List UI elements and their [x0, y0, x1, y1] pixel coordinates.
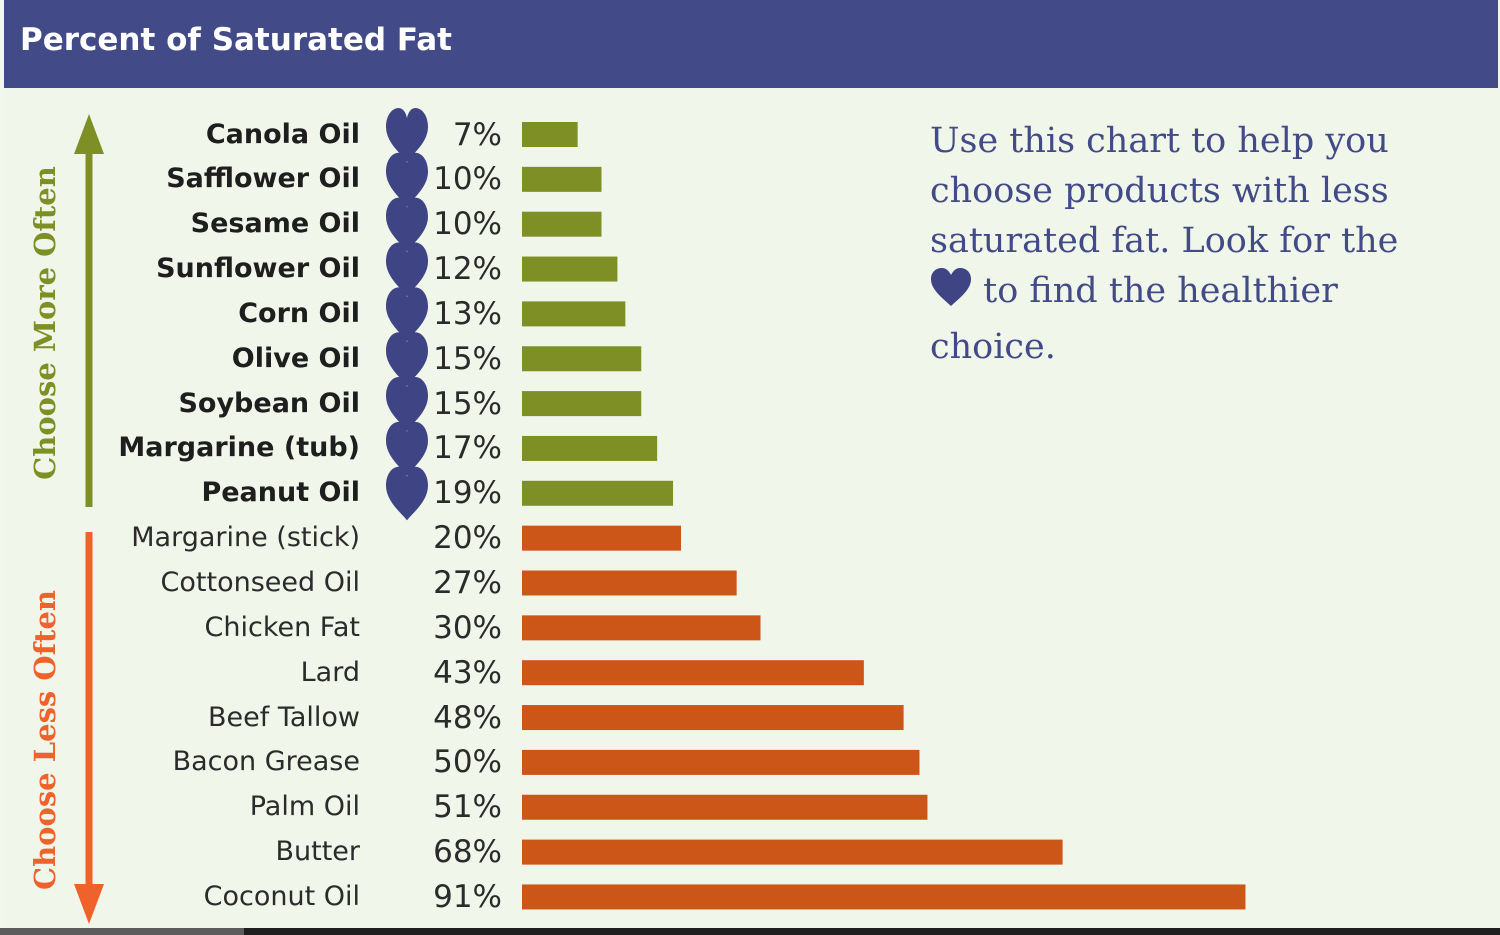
- bar: [522, 749, 920, 775]
- bar: [522, 525, 681, 551]
- value-label: 50%: [433, 744, 502, 781]
- bar: [522, 480, 674, 506]
- note-text: Use this chart to help you choose produc…: [930, 121, 1399, 261]
- category-label: Cottonseed Oil: [160, 567, 360, 598]
- value-label: 27%: [433, 565, 502, 601]
- value-label: 10%: [433, 161, 502, 198]
- category-label: Lard: [300, 656, 360, 688]
- value-label: 15%: [433, 385, 502, 422]
- value-label: 12%: [433, 251, 502, 288]
- choose-more-often-label: Choose More Often: [28, 166, 62, 480]
- bar: [522, 166, 602, 192]
- value-label: 10%: [433, 206, 502, 243]
- bar: [522, 839, 1063, 865]
- value-label: 17%: [433, 430, 502, 467]
- bar: [522, 346, 642, 372]
- category-label: Sunflower Oil: [156, 253, 360, 285]
- page-title: Percent of Saturated Fat: [20, 22, 452, 58]
- heart-icon: [386, 287, 428, 341]
- category-label: Margarine (stick): [131, 522, 360, 554]
- header-bar: Percent of Saturated Fat: [4, 0, 1498, 88]
- value-label: 91%: [433, 878, 502, 915]
- bar: [522, 570, 737, 596]
- bar: [522, 660, 864, 686]
- heart-icon: [386, 242, 428, 297]
- category-label: Bacon Grease: [172, 746, 360, 778]
- value-label: 19%: [433, 475, 502, 512]
- value-label: 7%: [452, 116, 502, 153]
- choose-less-often-label: Choose Less Often: [28, 590, 62, 890]
- heart-icon: [386, 152, 428, 207]
- category-label: Butter: [275, 836, 360, 868]
- heart-icon: [386, 377, 428, 431]
- bar: [522, 391, 642, 417]
- value-label: 68%: [433, 834, 502, 871]
- heart-icon: [386, 107, 428, 162]
- category-label: Canola Oil: [205, 118, 360, 150]
- category-label: Coconut Oil: [203, 880, 360, 912]
- value-label: 13%: [433, 295, 502, 332]
- bottom-strip: [0, 928, 1500, 935]
- heart-icon: [930, 268, 972, 322]
- value-label: 20%: [433, 520, 502, 557]
- bar: [522, 256, 618, 282]
- bar: [522, 705, 904, 731]
- bar: [522, 435, 658, 461]
- category-label: Chicken Fat: [204, 611, 360, 643]
- bar: [522, 794, 928, 820]
- category-label: Peanut Oil: [201, 477, 360, 509]
- value-label: 51%: [433, 789, 502, 826]
- bar: [522, 301, 626, 327]
- up-arrow-icon: [74, 114, 104, 154]
- bar: [522, 122, 578, 147]
- heart-icon: [386, 466, 428, 521]
- value-label: 43%: [433, 654, 502, 691]
- category-label: Sesame Oil: [190, 208, 360, 240]
- bar: [522, 211, 602, 237]
- chart-note: Use this chart to help you choose produc…: [930, 116, 1450, 372]
- bottom-strip-left: [0, 928, 244, 935]
- value-label: 30%: [433, 609, 502, 646]
- value-label: 15%: [433, 340, 502, 377]
- down-arrow-icon: [74, 884, 104, 924]
- category-label: Margarine (tub): [118, 432, 360, 464]
- category-label: Palm Oil: [249, 791, 360, 823]
- bar: [522, 615, 761, 641]
- heart-icon: [386, 197, 428, 252]
- category-label: Corn Oil: [238, 297, 360, 329]
- category-label: Safflower Oil: [166, 163, 360, 195]
- value-label: 48%: [433, 699, 502, 736]
- heart-icon: [386, 332, 428, 386]
- bar: [522, 884, 1246, 910]
- category-label: Soybean Oil: [178, 387, 360, 419]
- category-label: Olive Oil: [231, 342, 360, 374]
- category-label: Beef Tallow: [207, 701, 360, 733]
- chart-panel: [4, 88, 1498, 928]
- note-text-end: to find the healthier choice.: [930, 271, 1338, 367]
- heart-icon: [386, 421, 428, 476]
